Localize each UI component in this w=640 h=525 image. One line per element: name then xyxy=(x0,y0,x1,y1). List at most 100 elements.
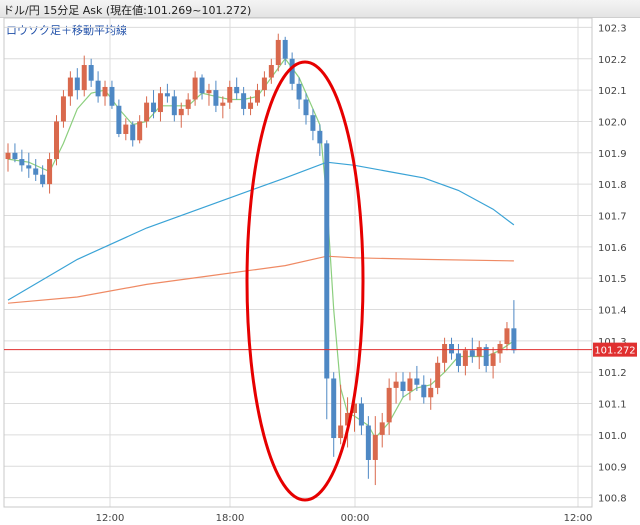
annotation-ellipse xyxy=(245,60,365,502)
candle-body xyxy=(497,344,503,354)
candle-body xyxy=(490,353,496,366)
candle-body xyxy=(455,353,461,366)
y-tick-label: 101.4 xyxy=(598,306,627,317)
candle-body xyxy=(338,425,344,439)
candle-body xyxy=(241,93,247,109)
candle-body xyxy=(26,165,32,169)
y-tick-label: 101.0 xyxy=(598,431,627,442)
candle-body xyxy=(234,86,240,94)
y-tick-label: 101.7 xyxy=(598,211,627,222)
candle-body xyxy=(192,77,198,100)
candle-body xyxy=(248,102,254,109)
candle-body xyxy=(358,403,364,426)
y-tick-label: 102.0 xyxy=(598,117,627,128)
candle-body xyxy=(5,152,11,160)
candle-body xyxy=(483,347,489,366)
y-tick-label: 101.6 xyxy=(598,243,627,254)
y-tick-label: 102.1 xyxy=(598,86,627,97)
candle-body xyxy=(123,124,129,134)
candle-body xyxy=(365,425,371,460)
candle-body xyxy=(109,86,115,106)
candle-body xyxy=(379,422,385,435)
candle-body xyxy=(386,387,392,423)
candle-body xyxy=(227,86,233,103)
candle-body xyxy=(60,96,66,122)
y-tick-label: 101.5 xyxy=(598,274,627,285)
moving-average-line-2 xyxy=(7,161,515,301)
candle-body xyxy=(67,77,73,97)
current-price-label: 101.272 xyxy=(594,346,635,357)
candle-body xyxy=(164,93,170,97)
candle-body xyxy=(102,86,108,97)
candle-body xyxy=(414,378,420,385)
y-tick-label: 101.1 xyxy=(598,400,627,411)
x-tick-label: 00:00 xyxy=(341,513,370,524)
candle-body xyxy=(275,39,281,66)
candle-body xyxy=(12,152,18,160)
chart-title: ドル/円 15分足 Ask (現在値:101.269~101.272) xyxy=(3,4,252,17)
candle-body xyxy=(476,347,482,357)
candle-body xyxy=(81,65,87,91)
candle-body xyxy=(421,384,427,398)
candle-body xyxy=(137,121,143,141)
candle-body xyxy=(435,362,441,388)
candle-body xyxy=(47,159,53,185)
y-tick-label: 102.2 xyxy=(598,55,627,66)
candle-body xyxy=(206,90,212,94)
candle-body xyxy=(116,105,122,134)
candle-body xyxy=(303,99,309,116)
candle-body xyxy=(345,412,351,426)
y-tick-label: 101.8 xyxy=(598,180,627,191)
y-tick-label: 101.9 xyxy=(598,149,627,160)
y-tick-label: 100.9 xyxy=(598,462,627,473)
y-tick-label: 100.8 xyxy=(598,494,627,505)
candle-body xyxy=(282,39,288,59)
candle-body xyxy=(449,344,455,354)
candle-body xyxy=(171,96,177,116)
candle-body xyxy=(511,328,517,351)
candle-body xyxy=(185,99,191,109)
candle-body xyxy=(213,90,219,106)
candle-body xyxy=(317,130,323,144)
candle-body xyxy=(372,434,378,460)
candle-body xyxy=(144,102,150,122)
y-tick-label: 101.2 xyxy=(598,368,627,379)
x-tick-label: 12:00 xyxy=(564,513,593,524)
candle-body xyxy=(54,121,60,160)
y-tick-label: 102.3 xyxy=(598,23,627,34)
candle-body xyxy=(178,108,184,116)
candle-body xyxy=(33,168,39,175)
candle-body xyxy=(130,124,136,141)
candle-body xyxy=(40,174,46,185)
x-tick-label: 18:00 xyxy=(216,513,245,524)
candle-body xyxy=(88,65,94,81)
candle-body xyxy=(407,378,413,392)
candle-body xyxy=(151,102,157,113)
candle-body xyxy=(261,77,267,91)
candle-body xyxy=(400,381,406,392)
candle-body xyxy=(393,381,399,388)
current-price-label-bg xyxy=(593,342,637,357)
candle-body xyxy=(504,328,510,344)
candle-body xyxy=(74,77,80,91)
candle-body xyxy=(310,115,316,131)
candle-body xyxy=(254,90,260,103)
candle-body xyxy=(220,102,226,106)
x-tick-label: 12:00 xyxy=(96,513,125,524)
candle-body xyxy=(199,77,205,94)
candle-body xyxy=(157,93,163,113)
candle-body xyxy=(289,58,295,84)
candle-body xyxy=(296,83,302,100)
candle-body xyxy=(268,65,274,78)
plot-border xyxy=(3,17,593,508)
candle-body xyxy=(331,378,337,439)
candle-body xyxy=(442,344,448,363)
candle-body xyxy=(19,159,25,166)
candle-body xyxy=(469,350,475,357)
candle-body xyxy=(352,403,357,413)
moving-average-line-3 xyxy=(7,255,514,304)
candle-body xyxy=(428,387,434,398)
candle-body xyxy=(324,143,330,379)
candle-body xyxy=(462,350,468,366)
